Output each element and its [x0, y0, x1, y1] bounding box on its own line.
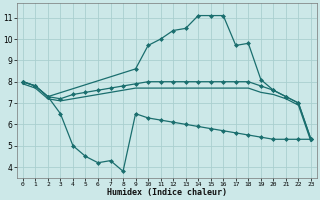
X-axis label: Humidex (Indice chaleur): Humidex (Indice chaleur): [107, 188, 227, 197]
